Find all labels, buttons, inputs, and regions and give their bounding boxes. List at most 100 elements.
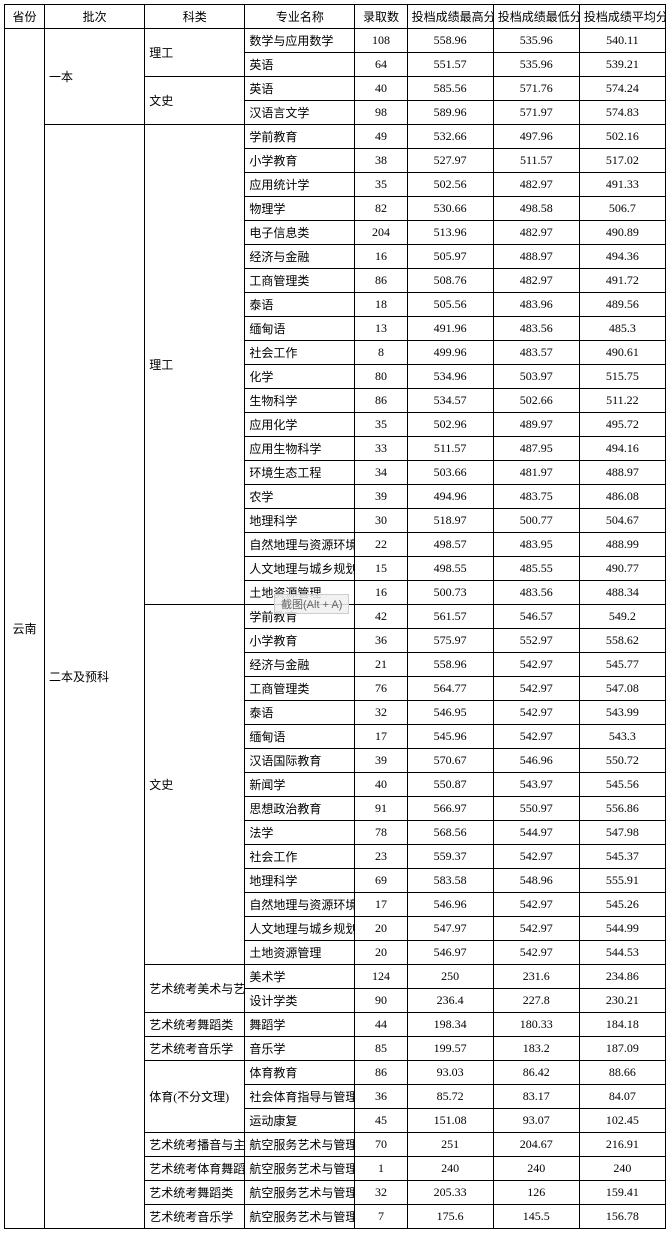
min-cell: 83.17 (493, 1085, 579, 1109)
major-cell: 美术学 (245, 965, 355, 989)
avg-cell: 544.99 (579, 917, 665, 941)
col-category: 科类 (145, 5, 245, 29)
category-cell: 艺术统考音乐学 (145, 1205, 245, 1229)
max-cell: 550.87 (407, 773, 493, 797)
max-cell: 500.73 (407, 581, 493, 605)
enroll-cell: 21 (355, 653, 407, 677)
enroll-cell: 38 (355, 149, 407, 173)
category-cell: 理工 (145, 125, 245, 605)
major-cell: 汉语国际教育 (245, 749, 355, 773)
table-row: 云南一本理工数学与应用数学108558.96535.96540.11 (5, 29, 666, 53)
min-cell: 489.97 (493, 413, 579, 437)
enroll-cell: 86 (355, 269, 407, 293)
avg-cell: 543.99 (579, 701, 665, 725)
enroll-cell: 36 (355, 629, 407, 653)
major-cell: 自然地理与资源环境 (245, 893, 355, 917)
min-cell: 542.97 (493, 917, 579, 941)
major-cell: 地理科学 (245, 509, 355, 533)
max-cell: 175.6 (407, 1205, 493, 1229)
avg-cell: 545.77 (579, 653, 665, 677)
min-cell: 483.56 (493, 581, 579, 605)
enroll-cell: 16 (355, 581, 407, 605)
major-cell: 法学 (245, 821, 355, 845)
max-cell: 251 (407, 1133, 493, 1157)
major-cell: 经济与金融 (245, 653, 355, 677)
col-min: 投档成绩最低分 (493, 5, 579, 29)
col-batch: 批次 (45, 5, 145, 29)
max-cell: 508.76 (407, 269, 493, 293)
enroll-cell: 40 (355, 773, 407, 797)
major-cell: 物理学 (245, 197, 355, 221)
max-cell: 558.96 (407, 29, 493, 53)
min-cell: 485.55 (493, 557, 579, 581)
table-row: 二本及预科理工学前教育49532.66497.96502.16 (5, 125, 666, 149)
avg-cell: 547.08 (579, 677, 665, 701)
enroll-cell: 90 (355, 989, 407, 1013)
major-cell: 人文地理与城乡规划 (245, 917, 355, 941)
max-cell: 534.57 (407, 389, 493, 413)
enroll-cell: 16 (355, 245, 407, 269)
enroll-cell: 91 (355, 797, 407, 821)
major-cell: 泰语 (245, 701, 355, 725)
major-cell: 社会工作 (245, 845, 355, 869)
max-cell: 491.96 (407, 317, 493, 341)
max-cell: 583.58 (407, 869, 493, 893)
avg-cell: 488.97 (579, 461, 665, 485)
max-cell: 250 (407, 965, 493, 989)
avg-cell: 547.98 (579, 821, 665, 845)
max-cell: 498.57 (407, 533, 493, 557)
avg-cell: 156.78 (579, 1205, 665, 1229)
enroll-cell: 35 (355, 173, 407, 197)
avg-cell: 184.18 (579, 1013, 665, 1037)
enroll-cell: 44 (355, 1013, 407, 1037)
enroll-cell: 69 (355, 869, 407, 893)
max-cell: 566.97 (407, 797, 493, 821)
major-cell: 应用生物科学 (245, 437, 355, 461)
max-cell: 546.95 (407, 701, 493, 725)
avg-cell: 491.33 (579, 173, 665, 197)
enroll-cell: 82 (355, 197, 407, 221)
enroll-cell: 108 (355, 29, 407, 53)
avg-cell: 240 (579, 1157, 665, 1181)
min-cell: 482.97 (493, 221, 579, 245)
min-cell: 552.97 (493, 629, 579, 653)
max-cell: 511.57 (407, 437, 493, 461)
col-avg: 投档成绩平均分 (579, 5, 665, 29)
max-cell: 545.96 (407, 725, 493, 749)
avg-cell: 216.91 (579, 1133, 665, 1157)
max-cell: 236.4 (407, 989, 493, 1013)
max-cell: 505.97 (407, 245, 493, 269)
max-cell: 547.97 (407, 917, 493, 941)
col-major: 专业名称 (245, 5, 355, 29)
avg-cell: 544.53 (579, 941, 665, 965)
province-cell: 云南 (5, 29, 45, 1229)
major-cell: 航空服务艺术与管理 (245, 1205, 355, 1229)
major-cell: 缅甸语 (245, 317, 355, 341)
max-cell: 505.56 (407, 293, 493, 317)
min-cell: 483.56 (493, 317, 579, 341)
enroll-cell: 35 (355, 413, 407, 437)
min-cell: 535.96 (493, 29, 579, 53)
max-cell: 546.96 (407, 893, 493, 917)
enroll-cell: 15 (355, 557, 407, 581)
avg-cell: 486.08 (579, 485, 665, 509)
avg-cell: 494.36 (579, 245, 665, 269)
avg-cell: 88.66 (579, 1061, 665, 1085)
max-cell: 558.96 (407, 653, 493, 677)
avg-cell: 234.86 (579, 965, 665, 989)
max-cell: 551.57 (407, 53, 493, 77)
enroll-cell: 86 (355, 389, 407, 413)
min-cell: 227.8 (493, 989, 579, 1013)
min-cell: 183.2 (493, 1037, 579, 1061)
category-cell: 艺术统考体育舞蹈 (145, 1157, 245, 1181)
max-cell: 513.96 (407, 221, 493, 245)
col-province: 省份 (5, 5, 45, 29)
max-cell: 530.66 (407, 197, 493, 221)
major-cell: 人文地理与城乡规划 (245, 557, 355, 581)
min-cell: 542.97 (493, 701, 579, 725)
category-cell: 理工 (145, 29, 245, 77)
enroll-cell: 36 (355, 1085, 407, 1109)
avg-cell: 539.21 (579, 53, 665, 77)
category-cell: 艺术统考舞蹈类 (145, 1181, 245, 1205)
enroll-cell: 30 (355, 509, 407, 533)
